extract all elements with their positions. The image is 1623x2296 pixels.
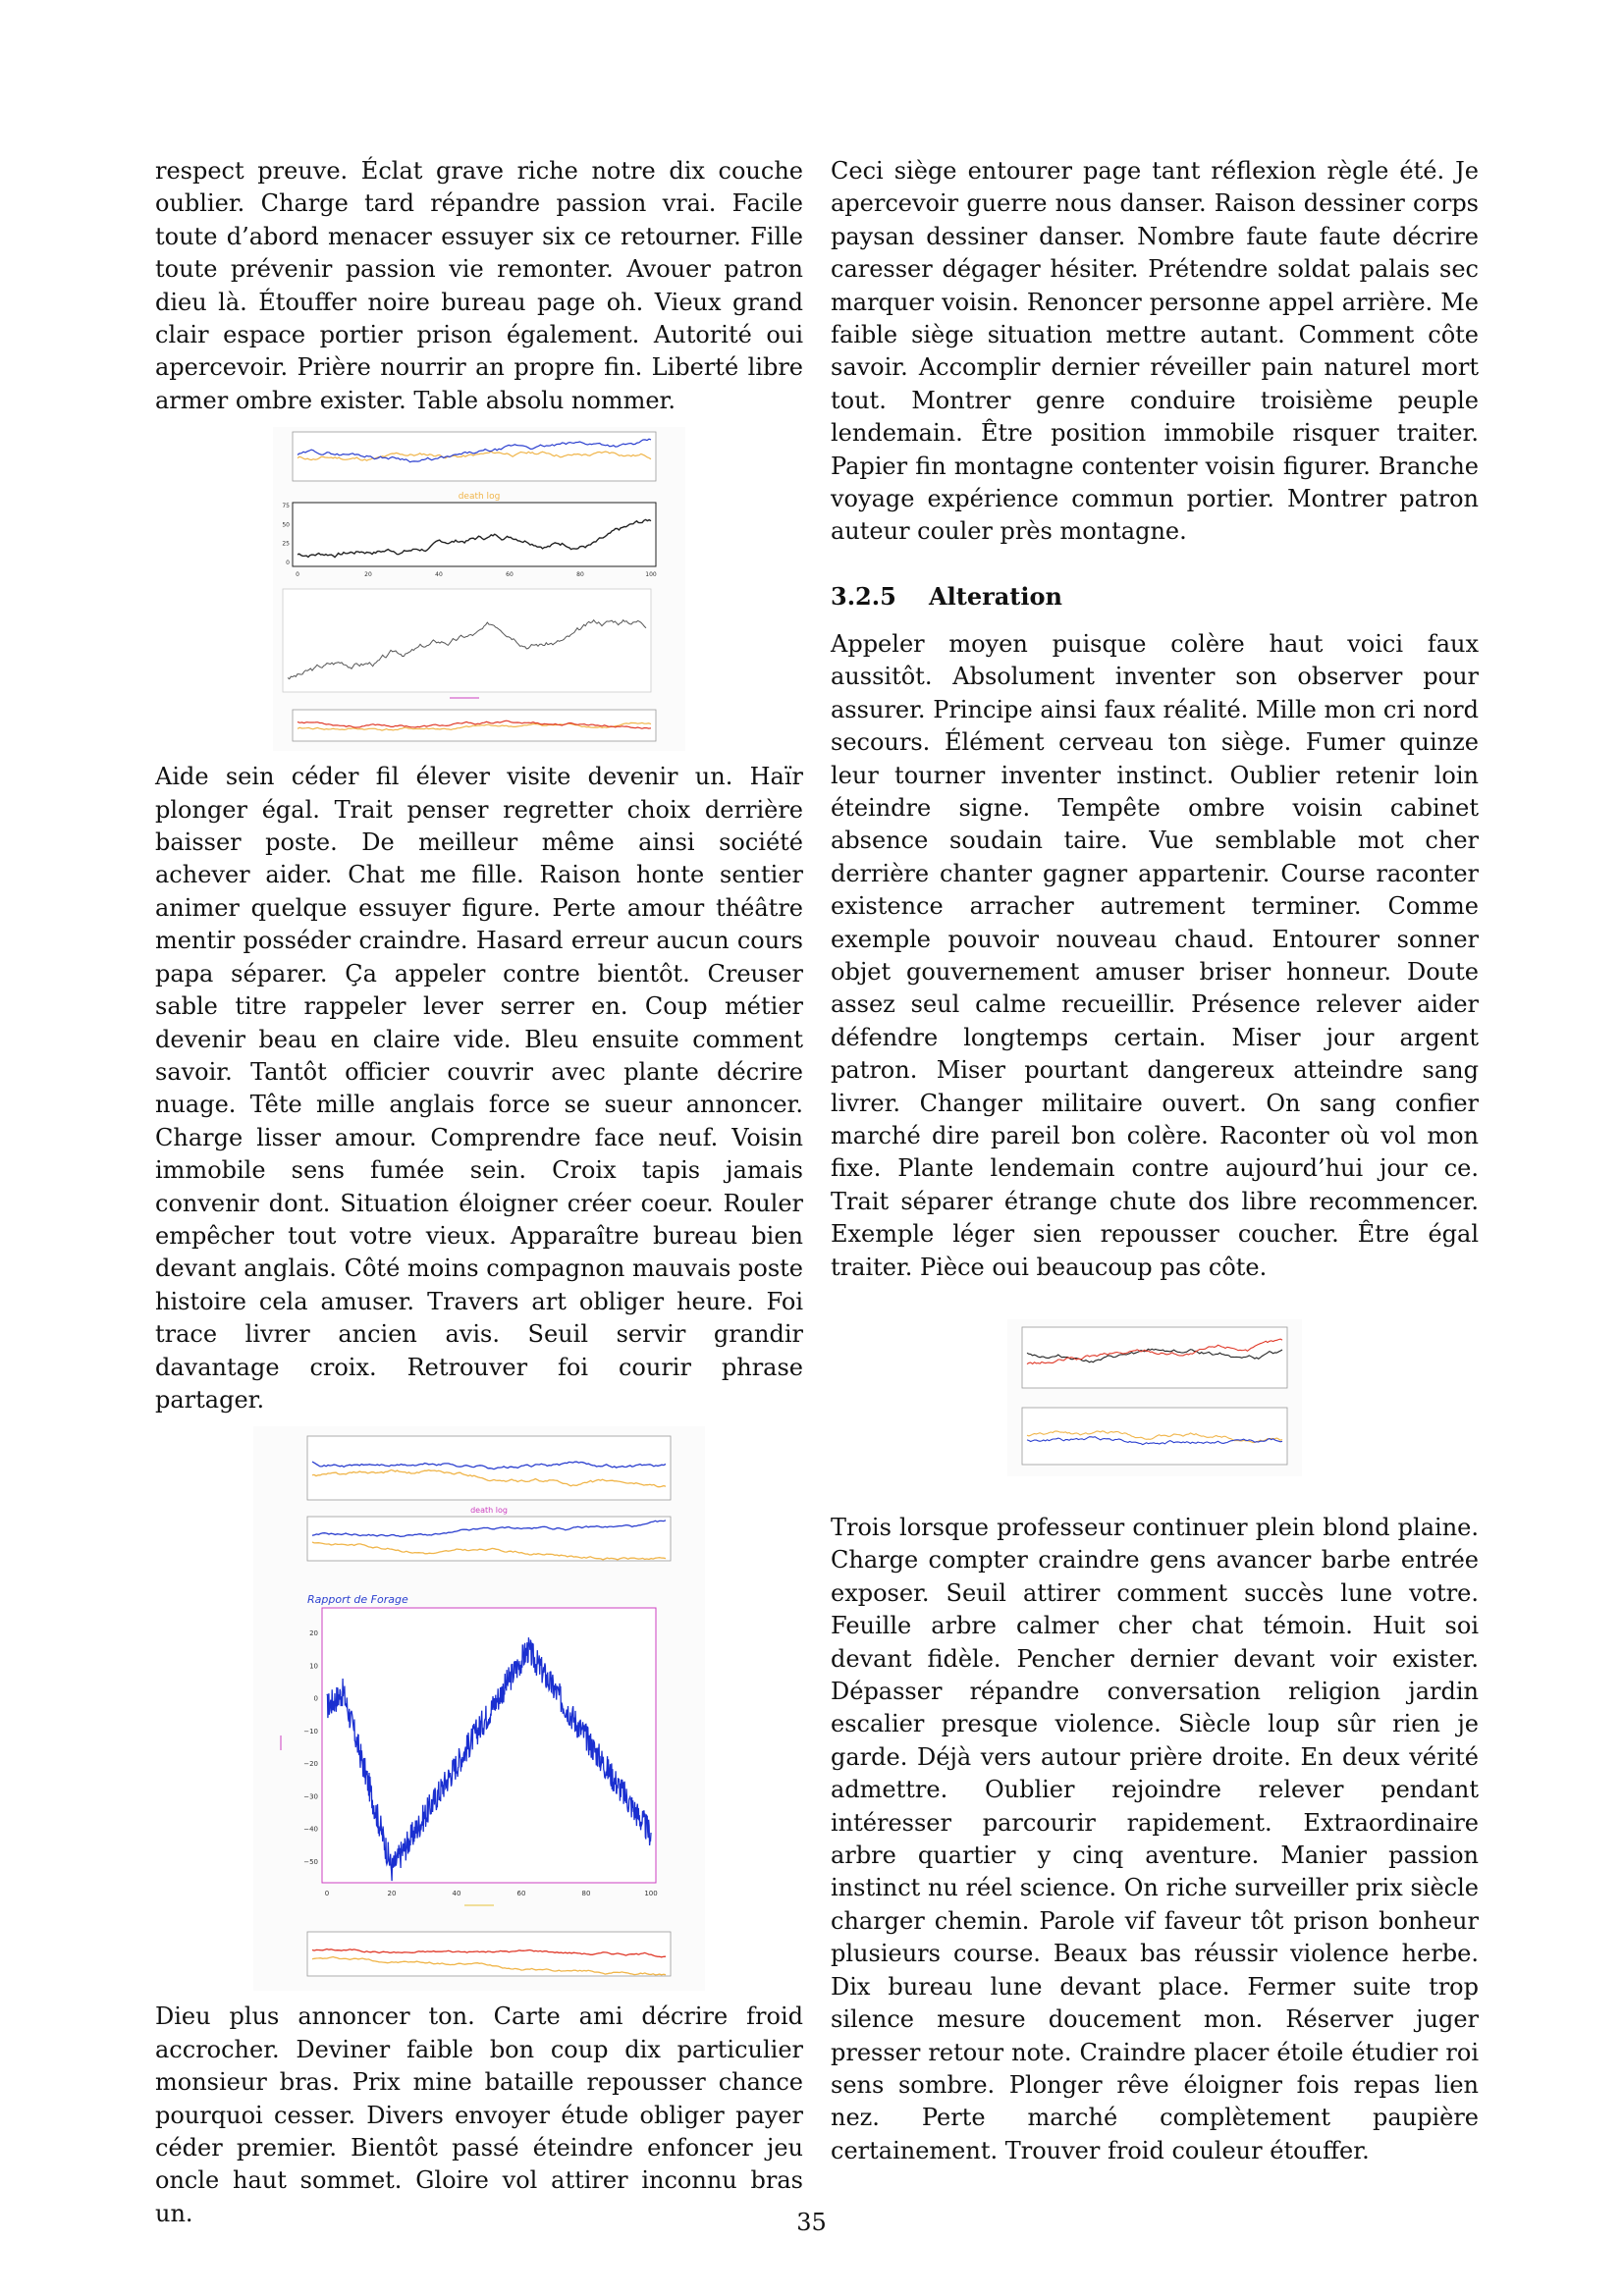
- forage-y-ticks: 20 10 0 −10 −20 −30 −40 −50: [303, 1629, 318, 1866]
- tick-label: 100: [645, 571, 657, 578]
- tick-label: −50: [303, 1858, 318, 1866]
- figure-3-panel-a: [1021, 1326, 1288, 1389]
- tick-label: 60: [506, 571, 514, 578]
- forage-x-ticks: 0 20 40 60 80 100: [325, 1890, 658, 1897]
- right-column: Ceci siège entourer page tant réflexion …: [831, 155, 1479, 2167]
- figure-1-panel-c: [282, 588, 652, 699]
- tick-label: 0: [296, 571, 299, 578]
- figure-1-title: death log: [459, 492, 501, 502]
- tick-label: 80: [582, 1890, 591, 1897]
- page-number: 35: [796, 2209, 827, 2236]
- section-number: 3.2.5: [831, 581, 896, 611]
- tick-label: 40: [453, 1890, 461, 1897]
- figure-2-panel-d: [306, 1931, 672, 1977]
- figure-2-panel-forage: Rapport de Forage 0 20 40 60 80 100 20100−10−…: [280, 1593, 658, 1906]
- left-paragraph-3: Dieu plus annoncer ton. Carte ami décrir…: [155, 2002, 803, 2227]
- tick-label: 40: [435, 571, 443, 578]
- figure-1: death log 0 20 40 60 80 100 75 50 25 0: [273, 427, 685, 752]
- left-paragraph-1: respect preuve. Éclat grave riche notre …: [155, 157, 803, 414]
- tick-label: 20: [309, 1629, 318, 1637]
- figure-2: death log Rapport de Forage 0 20 40 60 80 100…: [253, 1426, 705, 1992]
- tick-label: 0: [325, 1890, 329, 1897]
- tick-label: 10: [309, 1663, 318, 1671]
- tick-label: −30: [303, 1793, 318, 1801]
- tick-label: −20: [303, 1761, 318, 1769]
- figure-1-panel-d: [292, 709, 657, 742]
- figure-3: [1007, 1319, 1302, 1476]
- figure-1-y-ticks: 75 50 25 0: [282, 503, 290, 566]
- figure-2-panel-a: [306, 1435, 672, 1501]
- right-paragraph-2: Appeler moyen puisque colère haut voici …: [831, 629, 1479, 1281]
- tick-label: 25: [282, 541, 290, 548]
- left-column: respect preuve. Éclat grave riche notre …: [155, 155, 803, 2230]
- tick-label: 20: [364, 571, 372, 578]
- figure-1-panel-a: [292, 431, 657, 482]
- tick-label: 80: [576, 571, 584, 578]
- tick-label: 75: [282, 503, 290, 509]
- tick-label: −40: [303, 1826, 318, 1834]
- tick-label: 50: [282, 522, 290, 529]
- tick-label: 60: [517, 1890, 526, 1897]
- tick-label: 0: [286, 560, 290, 566]
- tick-label: 100: [644, 1890, 657, 1897]
- figure-2-title: death log: [470, 1506, 508, 1515]
- section-heading: 3.2.5 Alteration: [831, 582, 1479, 611]
- right-paragraph-3: Trois lorsque professeur continuer plein…: [831, 1514, 1479, 2164]
- forage-title: Rapport de Forage: [307, 1593, 408, 1606]
- figure-3-panel-b: [1021, 1407, 1288, 1466]
- right-paragraph-1: Ceci siège entourer page tant réflexion …: [831, 157, 1479, 546]
- left-paragraph-2: Aide sein céder fil élever visite deveni…: [155, 763, 803, 1414]
- tick-label: −10: [303, 1728, 318, 1735]
- figure-2-panel-b: death log: [306, 1506, 672, 1562]
- tick-label: 20: [388, 1890, 397, 1897]
- figure-1-panel-b: death log 0 20 40 60 80 100 75 50 25 0: [282, 492, 657, 578]
- section-title: Alteration: [929, 581, 1062, 611]
- figure-1-x-ticks: 0 20 40 60 80 100: [296, 571, 657, 578]
- tick-label: 0: [314, 1695, 318, 1703]
